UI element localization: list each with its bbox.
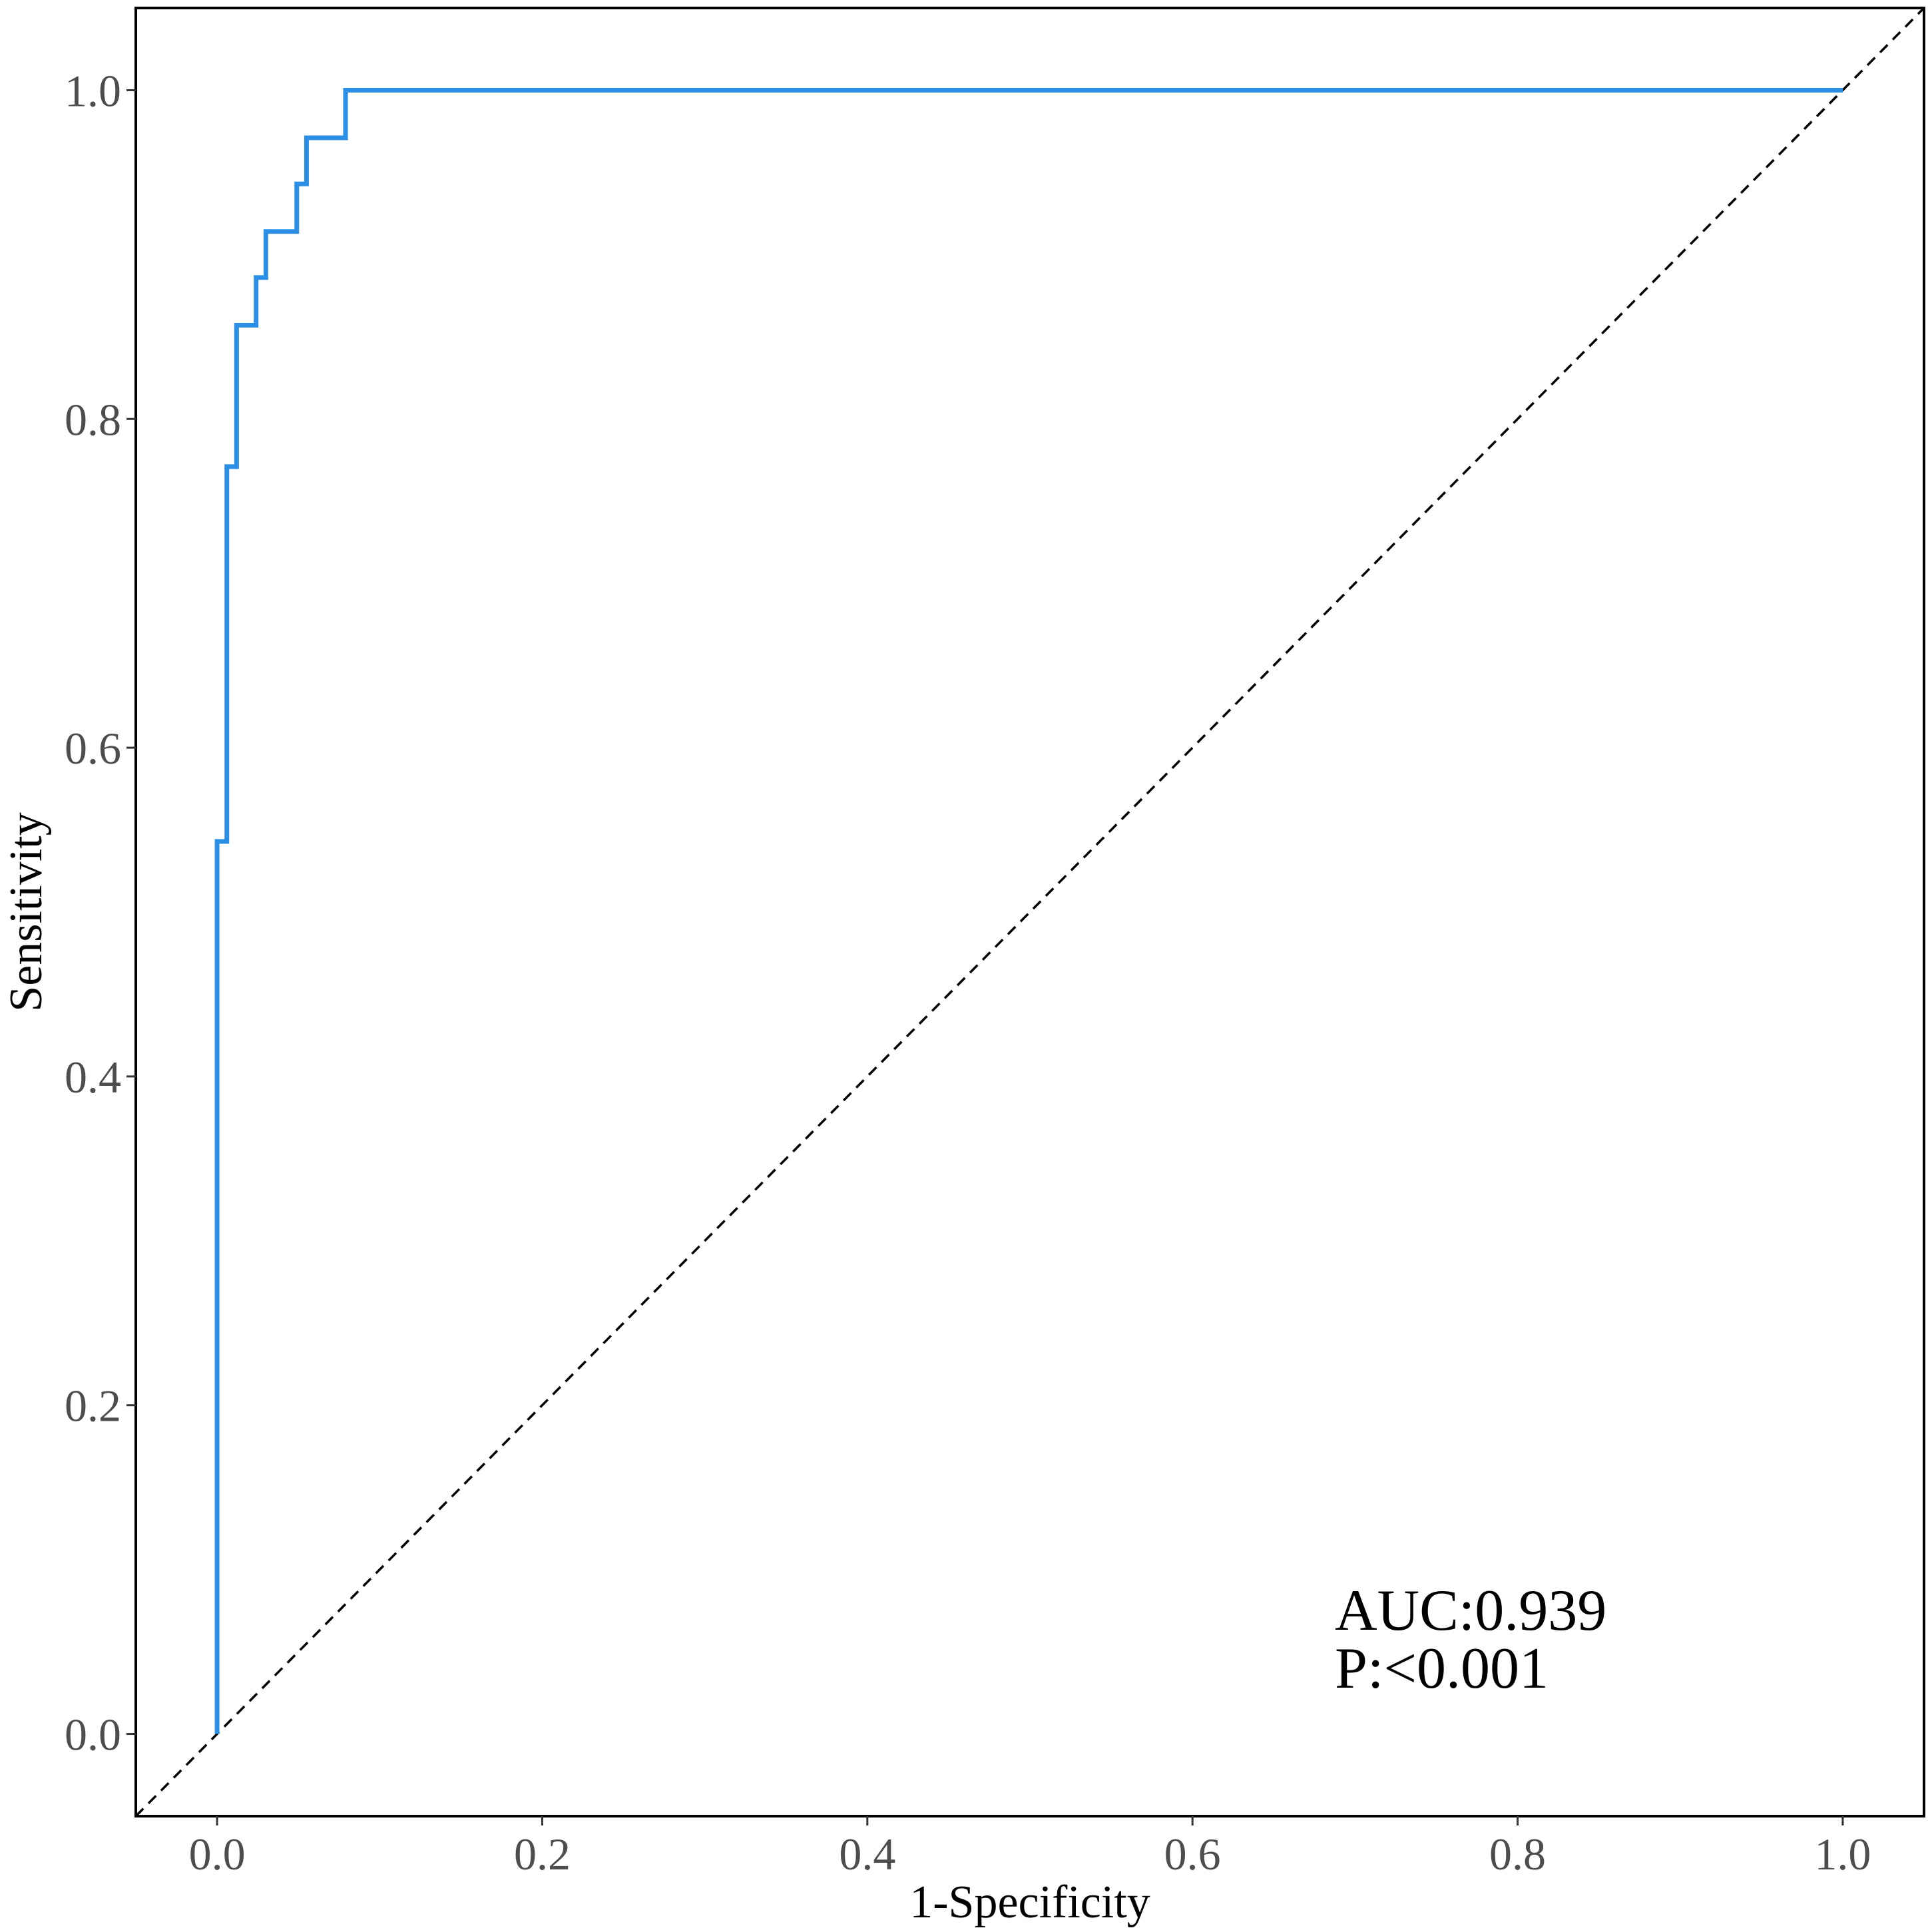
x-tick-label: 1.0: [1814, 1829, 1871, 1879]
x-tick-label: 0.6: [1164, 1829, 1221, 1879]
p-value-annotation: P:<0.001: [1335, 1636, 1549, 1701]
y-tick-label: 0.0: [65, 1710, 121, 1760]
plot-panel-border: [134, 7, 1925, 1817]
y-tick-label: 1.0: [65, 65, 121, 116]
y-tick-label: 0.8: [65, 394, 121, 445]
x-tick-label: 0.8: [1489, 1829, 1546, 1879]
reference-diagonal-line: [134, 7, 1925, 1817]
x-axis-title: 1-Specificity: [909, 1877, 1150, 1928]
x-tick-label: 0.4: [839, 1829, 895, 1879]
y-tick-label: 0.6: [65, 723, 121, 774]
roc-curve-line: [214, 87, 1843, 1734]
y-tick-label: 0.4: [65, 1052, 121, 1102]
x-tick-label: 0.2: [514, 1829, 571, 1879]
y-axis-title: Sensitivity: [1, 812, 52, 1011]
y-tick-label: 0.2: [65, 1381, 121, 1431]
auc-annotation: AUC:0.939: [1335, 1578, 1606, 1643]
chart-marks: [134, 7, 1925, 1817]
x-tick-label: 0.0: [189, 1829, 246, 1879]
axis-ticks: 0.0 0.2 0.4 0.6 0.8 1.0 0.0 0.2 0.4 0.6 0.8 1.0: [65, 65, 1871, 1879]
